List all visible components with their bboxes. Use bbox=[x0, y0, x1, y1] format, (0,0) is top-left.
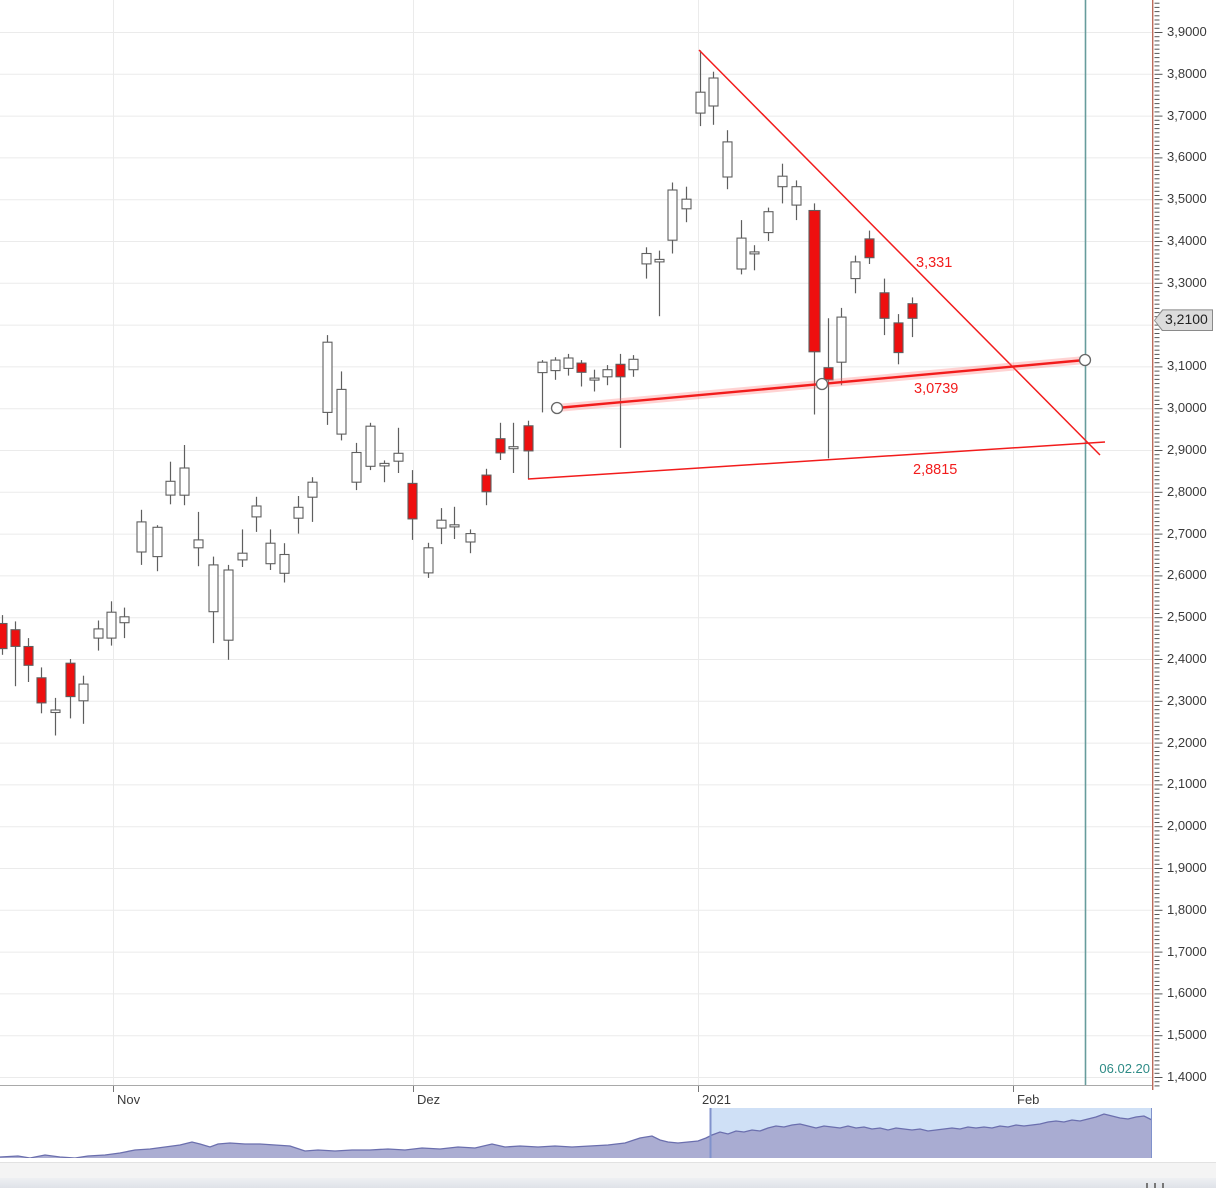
time-axis-tick bbox=[1013, 1086, 1014, 1092]
last-price-tag-body bbox=[1155, 310, 1212, 331]
last-price-value: 3,2100 bbox=[1165, 311, 1208, 328]
price-axis-label: 1,5000 bbox=[1167, 1027, 1207, 1043]
bottom-scrollbar[interactable] bbox=[0, 1178, 1216, 1188]
price-axis-label: 1,4000 bbox=[1167, 1069, 1207, 1084]
time-axis-label: Dez bbox=[417, 1092, 441, 1107]
price-axis-label: 3,8000 bbox=[1167, 65, 1207, 81]
time-axis-label: 2021 bbox=[702, 1092, 731, 1107]
price-axis-label: 2,2000 bbox=[1167, 734, 1207, 750]
price-axis-label: 1,8000 bbox=[1167, 901, 1207, 917]
price-axis-label: 2,5000 bbox=[1167, 609, 1207, 625]
resize-grip-icon[interactable] bbox=[1146, 1183, 1170, 1188]
chart-navigator[interactable] bbox=[0, 1108, 1152, 1158]
candlestick-chart[interactable]: 3,331 3,0739 2,8815 bbox=[0, 0, 1152, 1085]
price-axis-label: 1,9000 bbox=[1167, 860, 1207, 875]
price-axis-label: 3,1000 bbox=[1167, 358, 1207, 374]
time-axis-tick bbox=[113, 1086, 114, 1092]
price-axis-label: 2,8000 bbox=[1167, 483, 1207, 499]
time-axis-tick bbox=[413, 1086, 414, 1092]
price-axis-label: 2,9000 bbox=[1167, 442, 1207, 457]
price-axis-label: 3,3000 bbox=[1167, 274, 1207, 290]
price-axis-label: 3,5000 bbox=[1167, 191, 1207, 207]
price-axis-label: 2,1000 bbox=[1167, 776, 1207, 792]
svg-text:2,8815: 2,8815 bbox=[913, 462, 957, 478]
price-axis-ticks bbox=[1152, 0, 1163, 1090]
price-axis-label: 3,4000 bbox=[1167, 233, 1207, 248]
time-axis[interactable]: Nov Dez 2021 Feb bbox=[0, 1085, 1152, 1109]
candlestick-chart-canvas: 3,331 3,0739 2,8815 bbox=[0, 0, 1152, 1085]
svg-text:3,0739: 3,0739 bbox=[914, 381, 958, 397]
time-axis-tick bbox=[698, 1086, 699, 1092]
price-axis-label: 3,6000 bbox=[1167, 149, 1207, 165]
price-axis-label: 2,3000 bbox=[1167, 692, 1207, 708]
price-axis-label: 2,7000 bbox=[1167, 525, 1207, 541]
price-axis-label: 3,9000 bbox=[1167, 24, 1207, 39]
price-axis-label: 1,7000 bbox=[1167, 943, 1207, 959]
price-axis-label: 3,7000 bbox=[1167, 107, 1207, 123]
current-date-label: 06.02.20 bbox=[1099, 1061, 1150, 1076]
last-price-tag: 3,2100 bbox=[1154, 309, 1213, 332]
bottom-bar bbox=[0, 1162, 1216, 1179]
time-axis-label: Feb bbox=[1017, 1092, 1040, 1107]
price-axis-label: 1,6000 bbox=[1167, 985, 1207, 1001]
svg-text:3,331: 3,331 bbox=[916, 255, 952, 271]
navigator-canvas bbox=[0, 1108, 1152, 1158]
price-axis[interactable]: 3,2100 3,9000 3,8000 3,7000 3,6000 3,5000 3,4… bbox=[1152, 0, 1216, 1107]
price-axis-label: 2,4000 bbox=[1167, 651, 1207, 666]
price-axis-label: 2,0000 bbox=[1167, 818, 1207, 834]
price-axis-label: 3,0000 bbox=[1167, 400, 1207, 416]
price-axis-label: 2,6000 bbox=[1167, 567, 1207, 583]
time-axis-label: Nov bbox=[117, 1092, 141, 1107]
